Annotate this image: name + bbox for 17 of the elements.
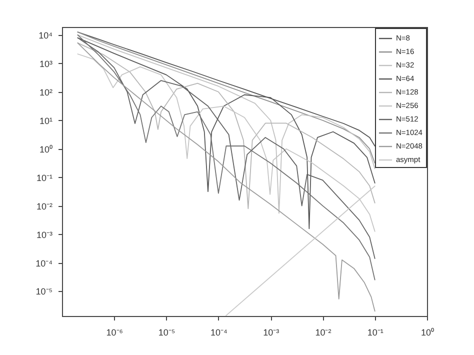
x-tick-label: 10⁰ [420,328,434,338]
y-tick-label: 10¹ [39,116,52,126]
y-tick-label: 10⁻³ [36,230,52,240]
y-tick-label: 10² [39,87,52,98]
x-tick-label: 10⁻² [315,328,332,338]
x-tick-label: 10⁻⁵ [158,328,176,338]
x-tick-label: 10⁻⁴ [210,328,228,338]
y-tick-label: 10⁻⁴ [36,258,53,268]
y-tick-label: 10⁴ [38,30,53,40]
x-tick-label: 10⁻⁶ [106,328,124,338]
y-tick-label: 10⁻¹ [36,172,52,183]
y-tick-label: 10⁰ [39,144,52,154]
x-tick-label: 10⁻³ [263,328,280,338]
x-tick-label: 10⁻¹ [367,328,384,338]
y-tick-label: 10⁻² [36,201,52,212]
y-tick-label: 10⁻⁵ [36,286,53,297]
y-tick-label: 10³ [39,58,52,69]
